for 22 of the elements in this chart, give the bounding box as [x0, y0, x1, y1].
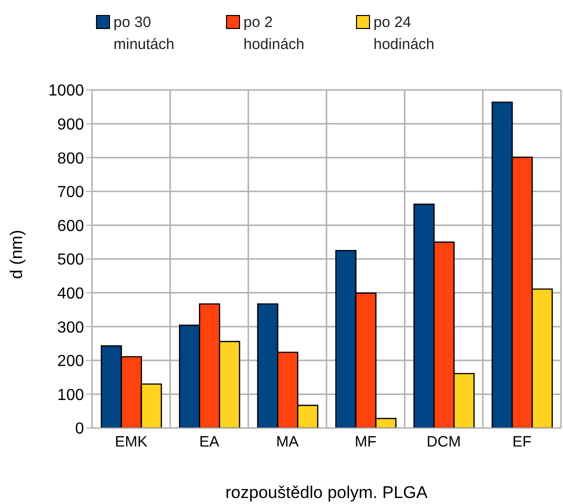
y-tick-label: 700 [57, 184, 84, 202]
y-tick-label: 800 [57, 150, 84, 168]
y-tick-label: 1000 [48, 82, 84, 100]
y-tick-label: 500 [57, 252, 84, 269]
y-tick-label: 400 [57, 285, 84, 302]
x-tick-label: DCM [426, 434, 461, 451]
x-tick-label: EA [199, 434, 220, 451]
y-tick-label: 0 [75, 420, 84, 438]
y-tick-label: 200 [57, 353, 84, 370]
y-tick-label: 300 [57, 319, 84, 336]
y-tick-label: 100 [57, 386, 84, 404]
legend-label: po 24 hodinách [374, 13, 436, 55]
x-tick-label: EF [512, 434, 532, 451]
x-tick-label: MA [276, 434, 299, 451]
x-tick-label: EMK [114, 434, 148, 451]
x-axis-title: rozpouštědlo polym. PLGA [225, 483, 428, 502]
y-tick-label: 900 [57, 116, 84, 134]
y-tick-label: 600 [57, 218, 84, 235]
x-tick-label: MF [354, 434, 376, 451]
legend-label: po 2 hodinách [244, 13, 306, 55]
y-axis-title: d (nm) [7, 230, 26, 279]
legend-label: po 30 minutách [114, 13, 176, 55]
